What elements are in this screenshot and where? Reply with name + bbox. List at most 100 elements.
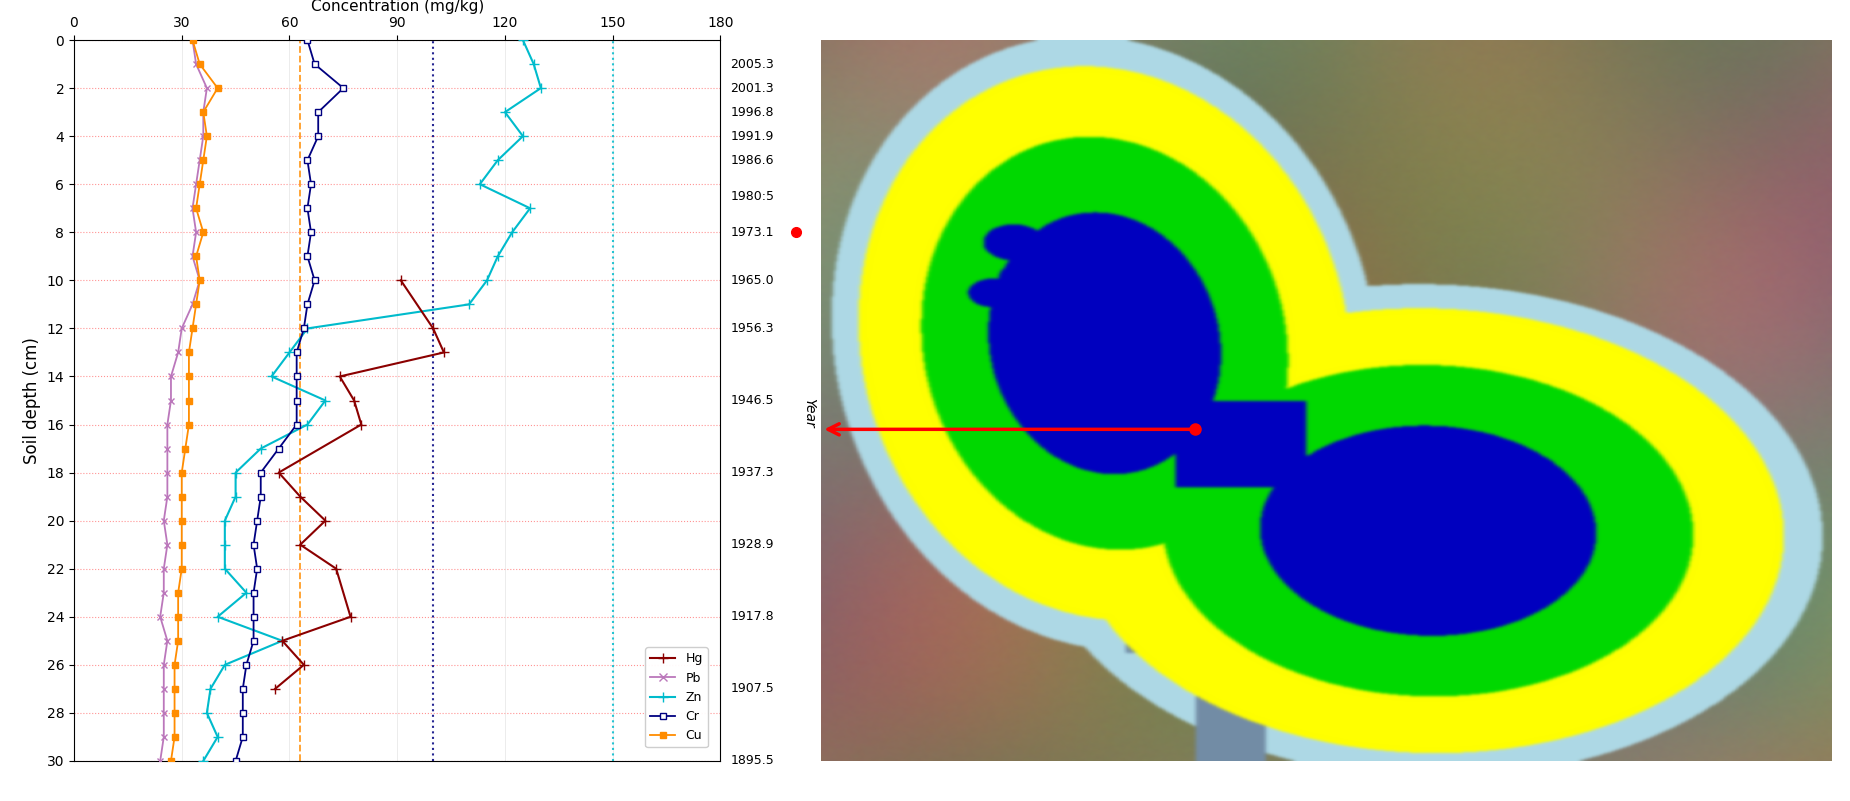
Cu bbox=[163, 660, 185, 670]
Zn bbox=[459, 300, 481, 309]
Cr bbox=[296, 35, 318, 45]
Pb bbox=[155, 636, 178, 646]
Cr bbox=[296, 252, 318, 261]
Pb bbox=[196, 83, 218, 93]
Hg bbox=[292, 660, 315, 670]
Cu bbox=[207, 83, 229, 93]
Cu bbox=[170, 492, 192, 501]
Hg bbox=[342, 396, 364, 405]
Pb bbox=[154, 684, 176, 694]
Zn bbox=[296, 420, 318, 429]
Pb bbox=[155, 468, 178, 477]
Line: Zn: Zn bbox=[198, 35, 546, 766]
Cr bbox=[300, 227, 322, 237]
Cu bbox=[178, 372, 200, 381]
Zn bbox=[235, 588, 257, 598]
Cr bbox=[285, 348, 307, 357]
Cr bbox=[242, 588, 265, 598]
Cr bbox=[285, 420, 307, 429]
Cu bbox=[192, 155, 215, 165]
Text: 2001.3: 2001.3 bbox=[731, 82, 773, 95]
Text: 1996.8: 1996.8 bbox=[731, 106, 773, 119]
Pb bbox=[192, 131, 215, 141]
Zn bbox=[468, 179, 490, 189]
Text: 1973.1: 1973.1 bbox=[731, 226, 773, 239]
Cu bbox=[189, 179, 211, 189]
Cr bbox=[242, 612, 265, 622]
Cu bbox=[163, 732, 185, 742]
Zn bbox=[207, 732, 229, 742]
Line: Hg: Hg bbox=[270, 276, 450, 694]
Cr bbox=[246, 564, 268, 574]
Cr bbox=[296, 203, 318, 213]
Text: 1946.5: 1946.5 bbox=[731, 394, 773, 407]
Cr bbox=[285, 396, 307, 405]
X-axis label: Concentration (mg/kg): Concentration (mg/kg) bbox=[311, 0, 485, 14]
Zn bbox=[278, 348, 300, 357]
Zn bbox=[215, 540, 237, 549]
Pb bbox=[189, 276, 211, 285]
Text: 2005.3: 2005.3 bbox=[731, 58, 775, 70]
Zn bbox=[196, 708, 218, 718]
Hg bbox=[350, 420, 372, 429]
Pb bbox=[155, 492, 178, 501]
Cr bbox=[303, 276, 326, 285]
Cr bbox=[285, 372, 307, 381]
Cu bbox=[185, 252, 207, 261]
Zn bbox=[494, 107, 516, 117]
Cu bbox=[163, 708, 185, 718]
Cr bbox=[296, 300, 318, 309]
Line: Pb: Pb bbox=[157, 37, 211, 764]
Cr bbox=[246, 516, 268, 525]
Cu bbox=[181, 324, 204, 333]
Cu bbox=[166, 588, 189, 598]
Zn bbox=[529, 83, 551, 93]
Zn bbox=[520, 203, 542, 213]
Cr bbox=[307, 107, 329, 117]
Cr bbox=[250, 492, 272, 501]
Zn bbox=[501, 227, 524, 237]
Pb bbox=[185, 59, 207, 69]
Cr bbox=[300, 179, 322, 189]
Zn bbox=[487, 252, 509, 261]
Pb bbox=[170, 324, 192, 333]
Pb bbox=[185, 179, 207, 189]
Text: 1991.9: 1991.9 bbox=[731, 130, 773, 143]
Cu bbox=[196, 131, 218, 141]
Cr bbox=[231, 732, 253, 742]
Y-axis label: Soil depth (cm): Soil depth (cm) bbox=[22, 337, 41, 464]
Cr bbox=[231, 708, 253, 718]
Cu bbox=[192, 227, 215, 237]
Cu bbox=[159, 756, 181, 766]
Cu bbox=[189, 276, 211, 285]
Cu bbox=[178, 396, 200, 405]
Cu bbox=[178, 348, 200, 357]
Cr bbox=[307, 131, 329, 141]
Cu bbox=[185, 300, 207, 309]
Cr bbox=[235, 660, 257, 670]
Cu bbox=[170, 468, 192, 477]
Pb bbox=[154, 660, 176, 670]
Zn bbox=[215, 564, 237, 574]
Cr bbox=[303, 59, 326, 69]
Pb bbox=[154, 732, 176, 742]
Cr bbox=[333, 83, 355, 93]
Text: 1937.3: 1937.3 bbox=[731, 466, 773, 479]
Zn bbox=[224, 492, 246, 501]
Cu bbox=[178, 420, 200, 429]
Hg bbox=[339, 612, 361, 622]
Cu bbox=[170, 540, 192, 549]
Pb bbox=[155, 540, 178, 549]
Text: 1895.5: 1895.5 bbox=[731, 755, 775, 767]
Cu bbox=[163, 684, 185, 694]
Pb bbox=[159, 396, 181, 405]
Text: Year: Year bbox=[803, 397, 816, 428]
Hg bbox=[314, 516, 337, 525]
Pb bbox=[154, 516, 176, 525]
Text: 1917.8: 1917.8 bbox=[731, 610, 773, 623]
Cu bbox=[192, 107, 215, 117]
Zn bbox=[250, 444, 272, 453]
Zn bbox=[272, 636, 294, 646]
Pb bbox=[150, 756, 172, 766]
Pb bbox=[150, 612, 172, 622]
